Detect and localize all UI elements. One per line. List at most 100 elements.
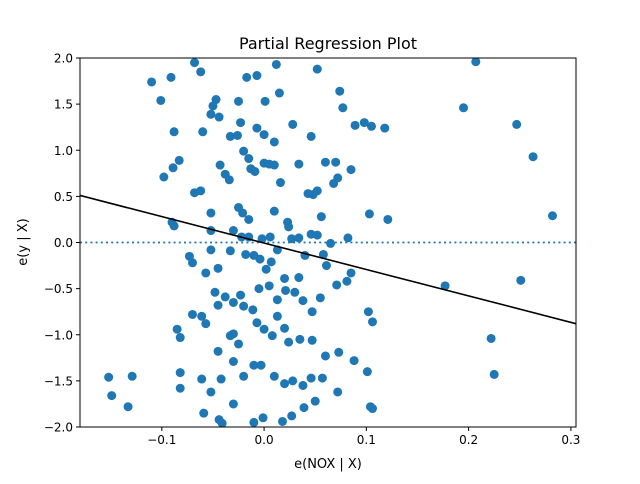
data-point bbox=[147, 77, 157, 87]
y-tick-label: −1.5 bbox=[44, 374, 73, 388]
data-point bbox=[244, 154, 254, 164]
data-point bbox=[343, 233, 353, 243]
data-point bbox=[234, 339, 244, 349]
data-point bbox=[242, 72, 252, 82]
x-tick-label: 0.0 bbox=[255, 433, 274, 447]
data-point bbox=[516, 275, 526, 285]
data-point bbox=[383, 214, 393, 224]
data-point bbox=[294, 159, 304, 169]
x-tick-label: 0.3 bbox=[561, 433, 580, 447]
data-point bbox=[316, 212, 326, 222]
data-point bbox=[225, 246, 235, 256]
data-point bbox=[252, 318, 262, 328]
data-point bbox=[264, 281, 274, 291]
data-point bbox=[206, 387, 216, 397]
data-point bbox=[272, 311, 282, 321]
data-point bbox=[190, 58, 200, 68]
x-tick-label: −0.1 bbox=[147, 433, 176, 447]
data-point bbox=[333, 173, 343, 183]
data-point bbox=[332, 280, 342, 290]
data-point bbox=[213, 263, 223, 273]
data-point bbox=[333, 387, 343, 397]
data-point bbox=[214, 112, 224, 122]
data-point bbox=[295, 334, 305, 344]
data-point bbox=[471, 58, 481, 67]
data-point bbox=[269, 371, 279, 381]
y-tick-label: 1.0 bbox=[54, 144, 73, 158]
y-tick-label: −2.0 bbox=[44, 421, 73, 435]
plot-area bbox=[80, 58, 576, 427]
data-point bbox=[261, 264, 271, 274]
data-point bbox=[172, 324, 182, 334]
data-point bbox=[174, 155, 184, 165]
data-point bbox=[312, 230, 322, 240]
data-point bbox=[272, 295, 282, 305]
data-point bbox=[280, 323, 290, 333]
x-tick-label: 0.2 bbox=[459, 433, 478, 447]
data-point bbox=[274, 88, 284, 98]
data-point bbox=[266, 257, 276, 267]
data-point bbox=[294, 233, 304, 243]
data-point bbox=[252, 71, 262, 81]
data-point bbox=[298, 296, 308, 306]
data-point bbox=[260, 96, 270, 106]
y-tick-label: 0.0 bbox=[54, 236, 73, 250]
data-point bbox=[367, 404, 377, 414]
x-tick-label: 0.1 bbox=[357, 433, 376, 447]
data-point bbox=[298, 380, 308, 390]
data-point bbox=[228, 226, 238, 236]
data-point bbox=[213, 346, 223, 356]
data-point bbox=[166, 72, 176, 82]
chart-title: Partial Regression Plot bbox=[239, 34, 417, 53]
y-axis-label: e(y | X) bbox=[16, 218, 31, 265]
data-point bbox=[196, 67, 206, 77]
data-point bbox=[252, 123, 262, 133]
data-point bbox=[290, 287, 300, 297]
data-point bbox=[362, 367, 372, 377]
data-point bbox=[459, 103, 469, 113]
data-point bbox=[199, 408, 209, 418]
data-point bbox=[187, 258, 197, 268]
data-point bbox=[250, 166, 260, 176]
data-point bbox=[196, 186, 206, 196]
data-point bbox=[281, 285, 291, 295]
data-point bbox=[169, 127, 179, 137]
data-point bbox=[104, 372, 114, 382]
data-point bbox=[232, 130, 242, 140]
data-point bbox=[306, 131, 316, 141]
data-point bbox=[256, 360, 266, 370]
data-point bbox=[169, 221, 179, 231]
data-point bbox=[346, 165, 356, 175]
data-point bbox=[284, 337, 294, 347]
data-point bbox=[287, 234, 297, 244]
data-point bbox=[359, 118, 369, 128]
data-point bbox=[213, 300, 223, 310]
y-axis: −2.0 −1.5 −1.0 −0.5 0.0 0.5 1.0 1.5 2.0 bbox=[44, 52, 80, 435]
data-point bbox=[238, 208, 248, 218]
data-point bbox=[249, 360, 259, 370]
data-point bbox=[321, 261, 331, 271]
y-tick-label: −1.0 bbox=[44, 328, 73, 342]
data-point bbox=[228, 297, 238, 307]
data-point bbox=[239, 301, 249, 311]
data-point bbox=[267, 331, 277, 341]
data-point bbox=[259, 324, 269, 334]
data-point bbox=[156, 95, 166, 105]
data-point bbox=[228, 357, 238, 366]
data-point bbox=[280, 273, 290, 283]
y-tick-label: 1.5 bbox=[54, 98, 73, 112]
data-point bbox=[312, 64, 322, 74]
data-point bbox=[326, 238, 336, 248]
data-point bbox=[269, 206, 279, 216]
data-point bbox=[364, 209, 374, 219]
data-point bbox=[380, 123, 390, 133]
y-tick-label: 0.5 bbox=[54, 190, 73, 204]
data-point bbox=[257, 234, 267, 244]
data-point bbox=[258, 413, 268, 423]
data-point bbox=[342, 276, 352, 286]
data-point bbox=[210, 287, 220, 297]
data-point bbox=[271, 59, 281, 69]
data-point bbox=[127, 371, 137, 381]
